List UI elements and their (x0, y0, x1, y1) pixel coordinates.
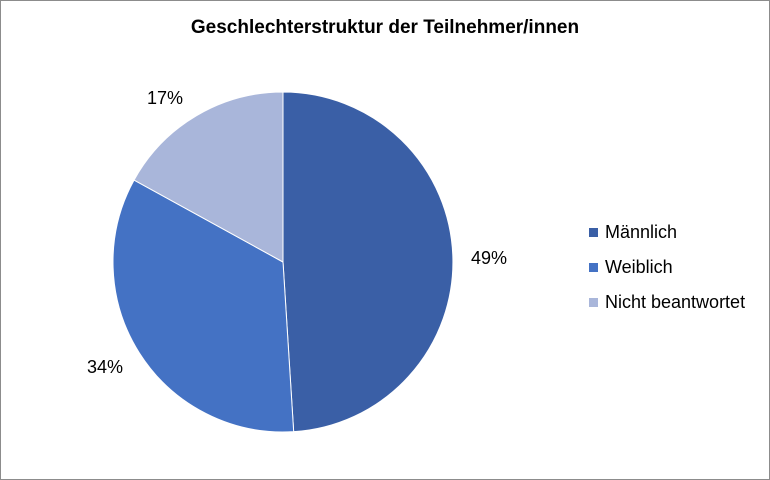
legend-item-maennlich: Männlich (589, 215, 745, 250)
legend-swatch-weiblich (589, 263, 598, 272)
legend-swatch-maennlich (589, 228, 598, 237)
legend: Männlich Weiblich Nicht beantwortet (589, 215, 745, 320)
legend-label-maennlich: Männlich (605, 222, 678, 242)
legend-item-weiblich: Weiblich (589, 250, 745, 285)
legend-item-nicht-beantwortet: Nicht beantwortet (589, 285, 745, 320)
legend-label-weiblich: Weiblich (605, 257, 673, 277)
pie-slice-maennlich (282, 91, 454, 433)
legend-swatch-nicht-beantwortet (589, 298, 598, 307)
data-label-maennlich: 49% (471, 248, 507, 268)
pie-slice-nicht-beantwortet (133, 91, 284, 263)
legend-label-nicht-beantwortet: Nicht beantwortet (605, 292, 746, 312)
data-label-weiblich: 34% (87, 357, 123, 377)
data-label-nicht-beantwortet: 17% (147, 88, 183, 108)
chart-title: Geschlechterstruktur der Teilnehmer/inne… (190, 17, 580, 38)
